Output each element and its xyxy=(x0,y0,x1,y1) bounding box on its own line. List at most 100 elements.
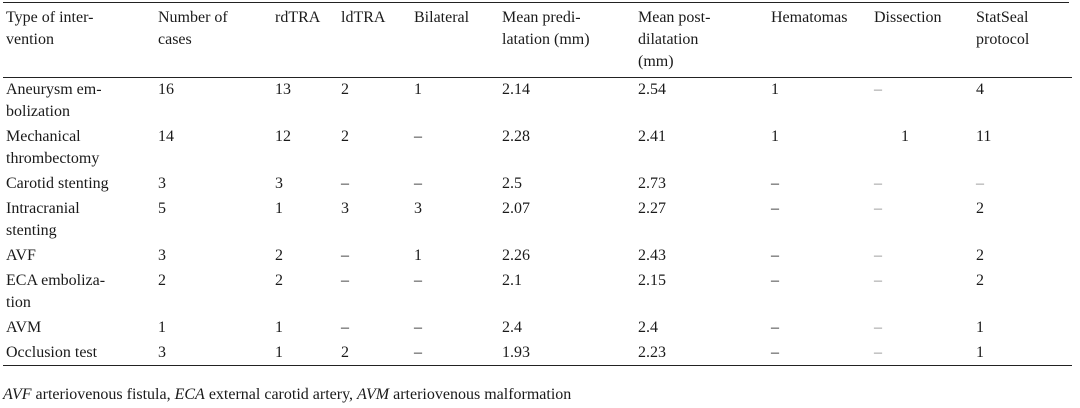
intervention-type-line: tion xyxy=(6,294,31,311)
table-cell: 2 xyxy=(976,272,984,289)
table-cell: 11 xyxy=(976,128,992,145)
intervention-type-cell: AVF xyxy=(3,244,158,269)
table-cell: 2.23 xyxy=(638,341,771,366)
table-cell: 3 xyxy=(158,341,275,366)
table-cell: 1 xyxy=(414,81,422,98)
intervention-type-line: AVM xyxy=(6,319,42,336)
table-cell: 1 xyxy=(158,319,166,336)
column-header: Number of cases xyxy=(158,4,275,78)
column-header: Dissection xyxy=(874,4,976,78)
footnote-abbreviation: ECA xyxy=(174,386,205,403)
intervention-type-line: Intracranial xyxy=(6,200,80,217)
column-header-line: Bilateral xyxy=(414,9,470,26)
table-cell: 1 xyxy=(976,319,984,336)
table-cell: – xyxy=(414,319,422,336)
table-cell: – xyxy=(771,272,779,289)
table-cell: 2.54 xyxy=(638,81,666,98)
table-cell: 1 xyxy=(414,247,422,264)
table-cell: 16 xyxy=(158,81,174,98)
table-container: Type of inter-vention Number of cases rdTRA… xyxy=(3,4,1072,366)
intervention-type-cell: Carotid stenting xyxy=(3,172,158,197)
table-cell: 4 xyxy=(976,81,984,98)
intervention-type-line: ECA emboliza- xyxy=(6,272,106,289)
footnote-definition: external carotid artery, xyxy=(204,386,358,403)
table-cell: – xyxy=(874,319,882,336)
table-cell: 2 xyxy=(158,272,166,289)
table-cell: 2 xyxy=(275,247,283,264)
table-cell: – xyxy=(414,175,422,192)
table-row: Carotid stenting 3 3 – – 2.5 2.73 – – – xyxy=(3,172,1072,197)
table-cell: 2.1 xyxy=(502,272,522,289)
column-header: Mean post-dilatation (mm) xyxy=(638,4,771,78)
table-cell: 2.28 xyxy=(502,128,530,145)
column-header-line: Mean predi- xyxy=(502,9,581,26)
column-header-line: ldTRA xyxy=(341,9,386,26)
column-header: StatSeal protocol xyxy=(976,4,1072,78)
table-cell: – xyxy=(874,175,882,192)
table-cell: – xyxy=(976,175,984,192)
column-header-line: latation (mm) xyxy=(502,31,590,48)
table-row: Occlusion test 3 1 2–1.93 2.23– –1 xyxy=(3,341,1072,366)
table-body: Aneurysm em-bolization 16 13 2 1 2.14 2.54 1–4 M… xyxy=(3,78,1072,366)
column-header-line: StatSeal xyxy=(976,9,1029,26)
table-cell: 3 xyxy=(341,200,349,217)
column-header-line: (mm) xyxy=(638,53,674,70)
column-header-line: rdTRA xyxy=(275,9,321,26)
table-cell: 2 xyxy=(976,247,984,264)
table-cell: 13 xyxy=(275,81,291,98)
table-cell: 2.5 xyxy=(502,175,522,192)
intervention-type-cell: Mechanical thrombectomy xyxy=(3,125,158,172)
table-cell: – xyxy=(874,247,882,264)
table-cell: – xyxy=(771,175,779,192)
table-cell: 2.73 xyxy=(638,175,666,192)
table-cell: 2.26 xyxy=(502,247,530,264)
table-cell: – xyxy=(414,272,422,289)
table-cell: 3 xyxy=(414,200,422,217)
intervention-type-line: bolization xyxy=(6,103,70,120)
column-header-line: Hematomas xyxy=(771,9,848,26)
column-header-line: cases xyxy=(158,31,192,48)
intervention-type-line: Occlusion test xyxy=(6,344,98,361)
intervention-type-line: Mechanical xyxy=(6,128,81,145)
column-header: Type of inter-vention xyxy=(3,4,158,78)
intervention-type-line: Aneurysm em- xyxy=(6,81,102,98)
table-cell: 2 xyxy=(976,200,984,217)
intervention-type-cell: Occlusion test xyxy=(3,341,158,366)
table-cell: – xyxy=(874,272,882,289)
footnote-definition: arteriovenous fistula, xyxy=(31,386,175,403)
table-cell: 1 xyxy=(275,200,283,217)
table-cell: 3 xyxy=(158,175,166,192)
column-header: rdTRA xyxy=(275,4,341,78)
footnote-abbreviation: AVM xyxy=(357,386,390,403)
table-row: Aneurysm em-bolization 16 13 2 1 2.14 2.54 1–4 xyxy=(3,78,1072,126)
intervention-type-line: stenting xyxy=(6,222,57,239)
table-cell: 2.07 xyxy=(502,200,530,217)
column-header: Mean predi-latation (mm) xyxy=(502,4,638,78)
table-cell: 2.43 xyxy=(638,247,666,264)
column-header-line: dilatation xyxy=(638,31,699,48)
intervention-type-cell: AVM xyxy=(3,316,158,341)
column-header: Bilateral xyxy=(414,4,502,78)
intervention-type-cell: Intracranial stenting xyxy=(3,197,158,244)
column-header-line: protocol xyxy=(976,31,1030,48)
table-cell: 2.15 xyxy=(638,272,666,289)
footnote-abbreviation: AVF xyxy=(3,386,32,403)
table-cell: 2.14 xyxy=(502,81,530,98)
table-cell: 1 xyxy=(275,341,341,366)
table-cell: 2 xyxy=(341,341,414,366)
table-cell: 1 xyxy=(275,319,283,336)
column-header: ldTRA xyxy=(341,4,414,78)
table-cell: – xyxy=(341,175,349,192)
table-cell: 1 xyxy=(771,128,779,145)
table-cell: – xyxy=(341,319,349,336)
intervention-type-line: thrombectomy xyxy=(6,150,100,167)
table-cell: 2.4 xyxy=(638,319,658,336)
table-cell: – xyxy=(874,341,976,366)
table-cell: 14 xyxy=(158,128,174,145)
column-header-line: Type of inter- xyxy=(6,9,94,26)
table-cell: 2.27 xyxy=(638,200,666,217)
table-cell: – xyxy=(341,247,349,264)
column-header: Hematomas xyxy=(771,4,874,78)
table-cell: 2.4 xyxy=(502,319,522,336)
table-cell: 1 xyxy=(901,128,909,145)
